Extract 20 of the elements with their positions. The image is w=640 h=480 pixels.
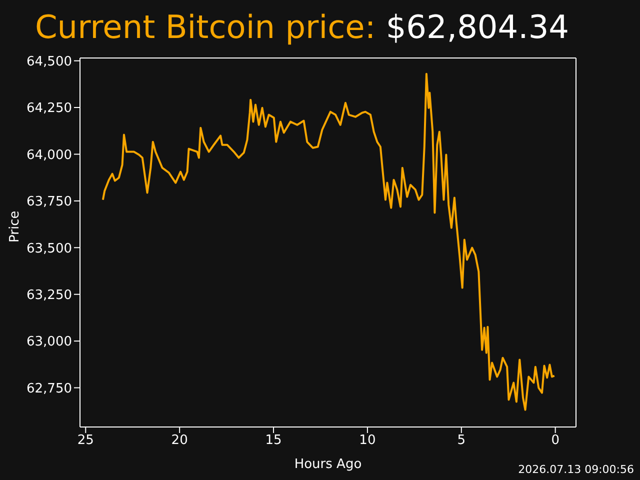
y-tick-label: 63,250 <box>26 288 72 303</box>
y-tick-label: 62,750 <box>26 381 72 396</box>
y-tick-label: 63,500 <box>26 241 72 256</box>
x-tick-label: 0 <box>551 433 560 448</box>
chart-subtitle: $62,804.34 <box>386 8 570 46</box>
x-tick-label: 10 <box>359 433 376 448</box>
y-tick-label: 64,250 <box>26 101 72 116</box>
y-tick-label: 63,000 <box>26 334 72 350</box>
x-tick-label: 15 <box>265 433 282 448</box>
x-tick-label: 25 <box>77 433 94 448</box>
y-tick-label: 64,500 <box>26 54 72 70</box>
text: 2026.07.13 09:00:56 <box>518 463 634 476</box>
chart-title: Current Bitcoin price: <box>34 8 376 46</box>
x-tick-label: 5 <box>457 433 466 448</box>
line-series <box>102 72 556 411</box>
y-tick-label: 63,750 <box>26 194 72 210</box>
y-tick-label: 64,000 <box>26 148 72 163</box>
x-tick-label: 20 <box>171 433 188 448</box>
x-axis-title: Hours Ago <box>294 457 362 472</box>
y-axis-title: Price <box>8 210 23 242</box>
